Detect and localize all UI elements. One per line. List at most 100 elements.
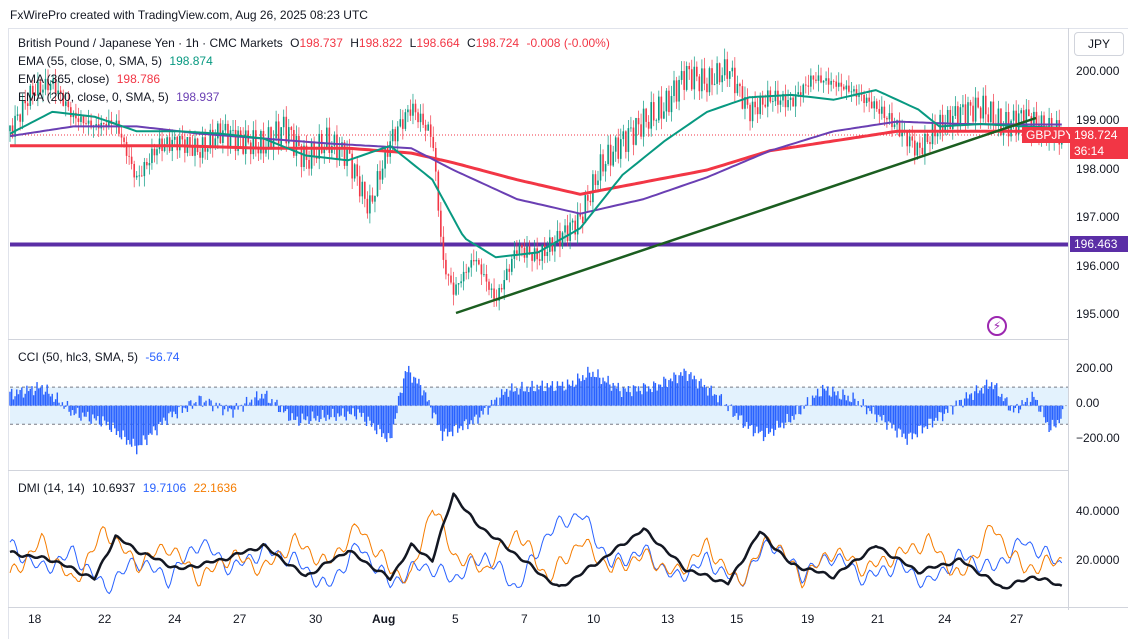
candle-body bbox=[931, 123, 934, 145]
candle-body bbox=[926, 133, 929, 142]
cci-bar bbox=[647, 386, 650, 406]
cci-bar bbox=[173, 405, 175, 412]
candle-body bbox=[143, 162, 146, 177]
ema200-value: 198.937 bbox=[176, 90, 220, 104]
cci-bar bbox=[678, 375, 680, 406]
cci-bar bbox=[228, 405, 231, 409]
candle-body bbox=[404, 112, 407, 129]
cci-bar bbox=[884, 405, 886, 423]
cci-bar bbox=[210, 400, 212, 406]
cci-bar bbox=[473, 405, 476, 417]
cci-bar bbox=[267, 402, 270, 406]
cci-bar bbox=[688, 374, 690, 406]
cci-bar bbox=[399, 392, 401, 406]
candle-body bbox=[285, 116, 288, 144]
candle-body bbox=[282, 116, 285, 128]
cci-bar bbox=[522, 391, 525, 406]
candle-body bbox=[328, 127, 331, 153]
time-axis-label: Aug bbox=[372, 612, 396, 626]
cci-bar bbox=[120, 405, 123, 440]
candle-body bbox=[658, 96, 660, 121]
cci-bar bbox=[222, 405, 224, 416]
cci-bar bbox=[208, 398, 211, 406]
cci-bar bbox=[193, 403, 195, 406]
cci-bar bbox=[458, 405, 461, 429]
cci-bar bbox=[593, 376, 596, 406]
cci-bar bbox=[108, 405, 111, 430]
cci-bar bbox=[794, 405, 797, 415]
cci-bar bbox=[1061, 405, 1064, 410]
cci-bar bbox=[771, 405, 773, 429]
cci-bar bbox=[820, 396, 822, 406]
candle-body bbox=[919, 142, 921, 148]
cci-bar bbox=[1017, 405, 1020, 414]
candle-body bbox=[156, 149, 158, 156]
cci-bar bbox=[612, 382, 614, 406]
candle-body bbox=[708, 68, 711, 93]
cci-legend[interactable]: CCI (50, hlc3, SMA, 5) -56.74 bbox=[18, 348, 183, 366]
time-axis-label: 19 bbox=[801, 612, 815, 626]
cci-bar bbox=[789, 405, 792, 423]
cci-bar bbox=[740, 405, 743, 416]
cci-bar bbox=[58, 402, 60, 406]
ema55-legend[interactable]: EMA (55, close, 0, SMA, 5) 198.874 bbox=[18, 52, 217, 70]
cci-bar bbox=[293, 405, 295, 420]
cci-bar bbox=[326, 405, 329, 415]
ema365-legend[interactable]: EMA (365, close) 198.786 bbox=[18, 70, 164, 88]
cci-bar bbox=[463, 405, 466, 422]
dmi-tick: 20.0000 bbox=[1076, 553, 1120, 567]
cci-bar bbox=[443, 405, 445, 432]
cci-bar bbox=[1039, 405, 1042, 412]
candle-body bbox=[191, 145, 194, 156]
cci-bar bbox=[570, 385, 572, 406]
cci-bar bbox=[1051, 405, 1054, 420]
cci-bar bbox=[737, 405, 739, 420]
candle-body bbox=[784, 93, 787, 108]
cci-bar bbox=[571, 380, 574, 406]
cci-bar bbox=[56, 392, 59, 406]
cci-bar bbox=[533, 390, 535, 406]
candle-countdown: 36:14 bbox=[1070, 143, 1128, 159]
cci-bar bbox=[87, 405, 89, 412]
cci-bar bbox=[996, 383, 998, 406]
candle-body bbox=[992, 101, 995, 125]
candle-body bbox=[736, 83, 739, 94]
ema200-legend[interactable]: EMA (200, close, 0, SMA, 5) 198.937 bbox=[18, 88, 223, 106]
pane-separator-dmi[interactable] bbox=[8, 470, 1068, 471]
candle-body bbox=[913, 140, 916, 156]
cci-bar bbox=[597, 369, 599, 406]
candle-body bbox=[807, 85, 810, 87]
cci-bar bbox=[994, 384, 996, 406]
candle-body bbox=[173, 136, 176, 140]
cci-bar bbox=[651, 392, 653, 406]
cci-bar bbox=[75, 405, 77, 414]
cci-bar bbox=[71, 405, 74, 411]
candle-body bbox=[921, 147, 924, 155]
cci-bar bbox=[139, 405, 141, 446]
candle-body bbox=[528, 246, 531, 254]
candle-body bbox=[564, 225, 566, 233]
candle-body bbox=[54, 78, 57, 95]
cci-bar bbox=[17, 394, 20, 406]
pane-separator-cci[interactable] bbox=[8, 339, 1068, 340]
cci-bar bbox=[556, 381, 559, 406]
cci-bar bbox=[217, 405, 219, 409]
cci-bar bbox=[261, 393, 263, 406]
candle-body bbox=[57, 90, 59, 95]
candle-body bbox=[964, 104, 967, 124]
lightning-icon[interactable]: ⚡ bbox=[987, 316, 1007, 336]
currency-button[interactable]: JPY bbox=[1074, 32, 1124, 56]
dmi-legend[interactable]: DMI (14, 14) 10.6937 19.7106 22.1636 bbox=[18, 479, 241, 497]
candle-body bbox=[419, 113, 422, 123]
candle-body bbox=[810, 75, 812, 87]
cci-bar bbox=[727, 405, 729, 412]
symbol-legend[interactable]: British Pound / Japanese Yen · 1h · CMC … bbox=[18, 34, 614, 52]
candle-body bbox=[825, 78, 827, 81]
cci-bar bbox=[166, 405, 168, 426]
cci-bar bbox=[838, 398, 841, 406]
minus-di-value: 22.1636 bbox=[193, 481, 237, 495]
candle-body bbox=[153, 148, 156, 156]
candle-body bbox=[787, 100, 789, 108]
cci-bar bbox=[472, 405, 474, 425]
